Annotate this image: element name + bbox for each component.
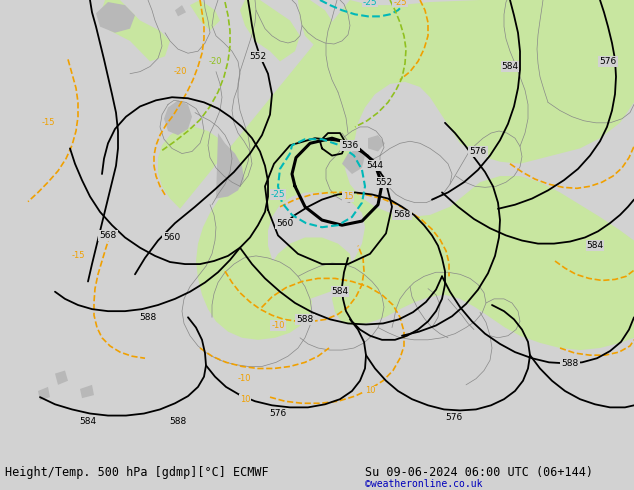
Polygon shape xyxy=(368,135,385,151)
Text: 588: 588 xyxy=(561,359,579,368)
Text: -20: -20 xyxy=(208,57,222,66)
Polygon shape xyxy=(80,385,94,398)
Text: 552: 552 xyxy=(375,178,392,187)
Text: 588: 588 xyxy=(296,315,314,324)
Text: 560: 560 xyxy=(164,233,181,242)
Text: 576: 576 xyxy=(469,147,487,156)
Text: 576: 576 xyxy=(269,409,287,418)
Polygon shape xyxy=(298,0,335,46)
Polygon shape xyxy=(55,370,68,385)
Text: -25: -25 xyxy=(363,0,377,6)
Text: 588: 588 xyxy=(169,417,186,426)
Text: -15: -15 xyxy=(41,118,55,127)
Polygon shape xyxy=(605,0,634,92)
Text: 588: 588 xyxy=(139,313,157,322)
Text: -10: -10 xyxy=(271,321,285,330)
Text: 576: 576 xyxy=(445,413,463,422)
Polygon shape xyxy=(240,0,300,61)
Text: Su 09-06-2024 06:00 UTC (06+144): Su 09-06-2024 06:00 UTC (06+144) xyxy=(365,466,593,479)
Text: 560: 560 xyxy=(276,219,294,228)
Text: 584: 584 xyxy=(586,241,604,250)
Polygon shape xyxy=(342,148,365,174)
Text: 568: 568 xyxy=(100,231,117,240)
Text: Height/Temp. 500 hPa [gdmp][°C] ECMWF: Height/Temp. 500 hPa [gdmp][°C] ECMWF xyxy=(5,466,269,479)
Polygon shape xyxy=(255,238,352,302)
Text: -25: -25 xyxy=(271,190,285,199)
Text: 536: 536 xyxy=(341,141,359,150)
Text: 568: 568 xyxy=(393,210,411,220)
Text: -15: -15 xyxy=(71,251,85,260)
Text: -25: -25 xyxy=(393,0,407,6)
Text: 576: 576 xyxy=(599,57,617,66)
Text: ©weatheronline.co.uk: ©weatheronline.co.uk xyxy=(365,479,482,489)
Polygon shape xyxy=(175,5,186,16)
Text: -10: -10 xyxy=(237,374,251,383)
Text: 10: 10 xyxy=(365,387,375,395)
Text: 584: 584 xyxy=(501,62,519,71)
Polygon shape xyxy=(216,133,244,198)
Polygon shape xyxy=(38,387,50,400)
Text: 544: 544 xyxy=(366,161,384,171)
Polygon shape xyxy=(376,223,445,278)
Text: 584: 584 xyxy=(332,287,349,296)
Polygon shape xyxy=(158,0,634,350)
Polygon shape xyxy=(190,0,220,31)
Text: 10: 10 xyxy=(240,394,250,404)
Text: 15: 15 xyxy=(343,192,353,201)
Polygon shape xyxy=(96,2,135,33)
Text: -20: -20 xyxy=(173,67,187,76)
Text: 552: 552 xyxy=(249,52,266,61)
Polygon shape xyxy=(460,254,532,302)
Text: 584: 584 xyxy=(79,417,96,426)
Polygon shape xyxy=(164,100,192,135)
Polygon shape xyxy=(100,0,170,61)
